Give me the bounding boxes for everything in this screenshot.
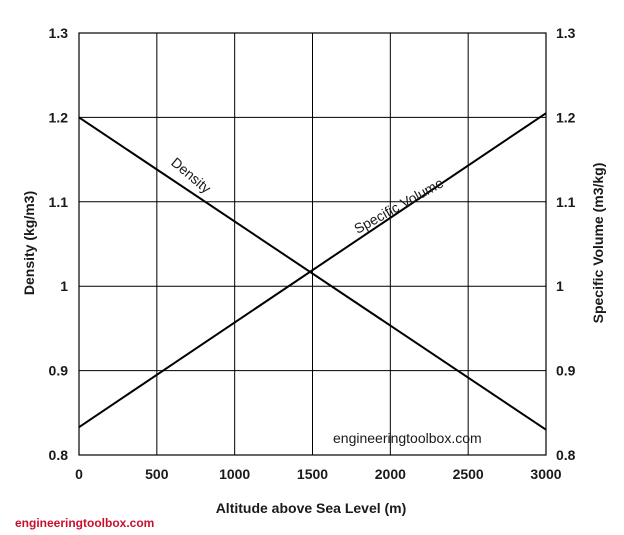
density-series-label: Density — [168, 154, 214, 196]
right-y-tick-label: 1.2 — [556, 109, 576, 125]
specific-volume-line — [78, 112, 547, 428]
right-y-tick-label: 0.9 — [556, 363, 576, 379]
right-y-tick-label: 1 — [556, 278, 564, 294]
left-y-tick-label: 1.2 — [49, 109, 69, 125]
right-y-tick-label: 1.1 — [556, 194, 576, 210]
left-y-tick-label: 0.9 — [49, 363, 69, 379]
left-y-tick-label: 1 — [60, 278, 68, 294]
x-tick-label: 500 — [145, 466, 169, 482]
x-tick-label: 3000 — [530, 466, 561, 482]
left-y-axis-title: Density (kg/m3) — [21, 191, 37, 295]
x-tick-label: 1500 — [297, 466, 328, 482]
left-y-tick-label: 1.1 — [49, 194, 69, 210]
x-tick-label: 2000 — [375, 466, 406, 482]
x-tick-label: 2500 — [453, 466, 484, 482]
x-tick-label: 0 — [75, 466, 83, 482]
outer-watermark: engineeringtoolbox.com — [15, 516, 154, 530]
left-y-tick-label: 0.8 — [49, 447, 69, 463]
specific-volume-series-label: Specific Volume — [351, 174, 446, 236]
left-y-tick-label: 1.3 — [49, 25, 69, 41]
x-axis-title: Altitude above Sea Level (m) — [216, 500, 407, 516]
grid — [78, 32, 547, 456]
right-y-tick-labels: 0.8 0.9 1 1.1 1.2 1.3 — [556, 25, 576, 463]
left-y-tick-labels: 0.8 0.9 1 1.1 1.2 1.3 — [49, 25, 69, 463]
right-y-tick-label: 0.8 — [556, 447, 576, 463]
inner-watermark: engineeringtoolbox.com — [333, 430, 482, 446]
x-tick-label: 1000 — [219, 466, 250, 482]
right-y-axis-title: Specific Volume (m3/kg) — [590, 163, 606, 324]
density-line — [78, 116, 547, 431]
x-tick-labels: 0 500 1000 1500 2000 2500 3000 — [75, 466, 562, 482]
series-lines — [78, 112, 547, 431]
plot-border — [78, 32, 547, 456]
right-y-tick-label: 1.3 — [556, 25, 576, 41]
